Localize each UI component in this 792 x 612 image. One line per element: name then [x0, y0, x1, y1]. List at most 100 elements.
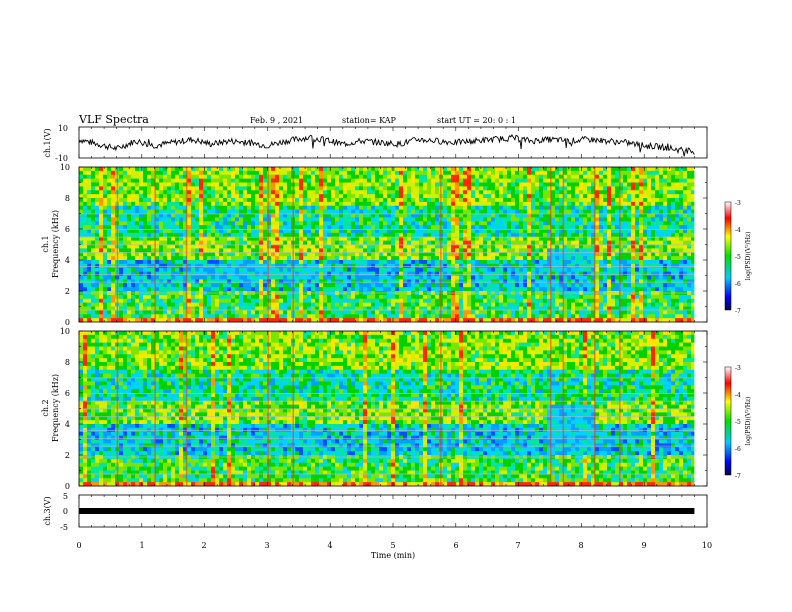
spectrogram-cell: [207, 256, 212, 261]
spectrogram-cell: [243, 213, 248, 218]
spectrogram-cell: [159, 310, 164, 315]
spectrogram-cell: [471, 275, 476, 280]
spectrogram-cell: [383, 283, 388, 288]
spectrogram-cell: [95, 178, 100, 183]
spectrogram-cell: [243, 248, 248, 253]
spectrogram-cell: [463, 194, 468, 199]
spectrogram-cell: [135, 263, 140, 269]
spectrogram-cell: [243, 263, 248, 269]
spectrogram-cell: [319, 256, 324, 261]
spectrogram-cell: [515, 260, 520, 265]
spectrogram-cell: [519, 302, 524, 307]
spectrogram-cell: [399, 182, 404, 187]
spectrogram-cell: [307, 256, 312, 261]
spectrogram-cell: [543, 275, 548, 280]
spectrogram-cell: [391, 314, 396, 319]
spectrogram-cell: [303, 263, 308, 269]
spectrogram-cell: [283, 205, 288, 210]
spectrogram-cell: [159, 267, 164, 272]
spectrogram-cell: [303, 283, 308, 288]
spectrogram-cell: [539, 279, 544, 284]
spectrogram-cell: [471, 178, 476, 183]
spectrogram-cell: [531, 302, 536, 307]
spectrogram-cell: [571, 209, 576, 214]
spectrogram-cell: [503, 167, 508, 172]
spectrogram-cell: [395, 240, 400, 245]
spectrogram-cell: [487, 294, 492, 300]
spectrogram-cell: [79, 263, 84, 269]
spectrogram-cell: [159, 167, 164, 172]
spectrogram-cell: [323, 240, 328, 245]
spectrogram-cell: [303, 194, 308, 199]
spectrogram-cell: [103, 263, 108, 269]
spectrogram-cell: [503, 298, 508, 303]
spectrogram-cell: [91, 178, 96, 183]
spectrogram-cell: [143, 221, 148, 226]
spectrogram-cell: [407, 201, 412, 207]
spectrogram-cell: [95, 229, 100, 234]
spectrogram-cell: [355, 221, 360, 226]
spectrogram-cell: [383, 260, 388, 265]
spectrogram-cell: [215, 263, 220, 269]
spectrogram-cell: [335, 167, 340, 172]
spectrogram-cell: [111, 229, 116, 234]
spectrogram-cell: [307, 314, 312, 319]
spectrogram-cell: [243, 318, 248, 323]
spectrogram-cell: [243, 260, 248, 265]
spectrogram-cell: [547, 217, 552, 222]
spectrogram-cell: [391, 283, 396, 288]
spectrogram-cell: [99, 194, 104, 199]
spectrogram-cell: [127, 194, 132, 199]
spectrogram-cell: [179, 182, 184, 187]
spectrogram-cell: [239, 283, 244, 288]
spectrogram-cell: [443, 244, 448, 249]
spectrogram-cell: [231, 198, 236, 203]
spectrogram-cell: [363, 244, 368, 249]
spectrogram-cell: [99, 279, 104, 284]
spectrogram-cell: [471, 263, 476, 269]
spectrogram-cell: [399, 252, 404, 257]
spectrogram-cell: [411, 182, 416, 187]
spectrogram-cell: [99, 318, 104, 323]
spectrogram-cell: [287, 182, 292, 187]
spectrogram-cell: [471, 283, 476, 288]
spectrogram-cell: [131, 190, 136, 195]
spectrogram-cell: [387, 213, 392, 218]
spectrogram-cell: [555, 205, 560, 210]
spectrogram-cell: [111, 298, 116, 303]
spectrogram-cell: [271, 217, 276, 222]
spectrogram-cell: [379, 198, 384, 203]
spectrogram-cell: [155, 314, 160, 319]
spectrogram-cell: [199, 194, 204, 199]
spectrogram-cell: [163, 271, 168, 276]
spectrogram-cell: [143, 271, 148, 276]
spectrogram-cell: [475, 260, 480, 265]
spectrogram-cell: [567, 198, 572, 203]
spectrogram-cell: [447, 174, 452, 179]
spectrogram-cell: [123, 240, 128, 245]
spectrogram-cell: [339, 186, 344, 191]
spectrogram-cell: [555, 263, 560, 269]
spectrogram-cell: [195, 244, 200, 249]
spectrogram-cell: [527, 279, 532, 284]
spectrogram-cell: [215, 279, 220, 284]
spectrogram-cell: [407, 178, 412, 183]
spectrogram-cell: [347, 252, 352, 257]
spectrogram-cell: [359, 306, 364, 311]
spectrogram-cell: [243, 279, 248, 284]
spectrogram-cell: [107, 186, 112, 191]
spectrogram-cell: [543, 263, 548, 269]
spectrogram-cell: [119, 298, 124, 303]
spectrogram-cell: [447, 182, 452, 187]
spectrogram-cell: [163, 232, 168, 238]
spectrogram-cell: [123, 225, 128, 230]
spectrogram-cell: [347, 318, 352, 323]
spectrogram-cell: [399, 283, 404, 288]
spectrogram-cell: [459, 170, 464, 176]
spectrogram-cell: [403, 178, 408, 183]
spectrogram-cell: [407, 225, 412, 230]
spectrogram-cell: [119, 232, 124, 238]
spectrogram-cell: [247, 283, 252, 288]
spectrogram-cell: [339, 271, 344, 276]
spectrogram-cell: [347, 229, 352, 234]
